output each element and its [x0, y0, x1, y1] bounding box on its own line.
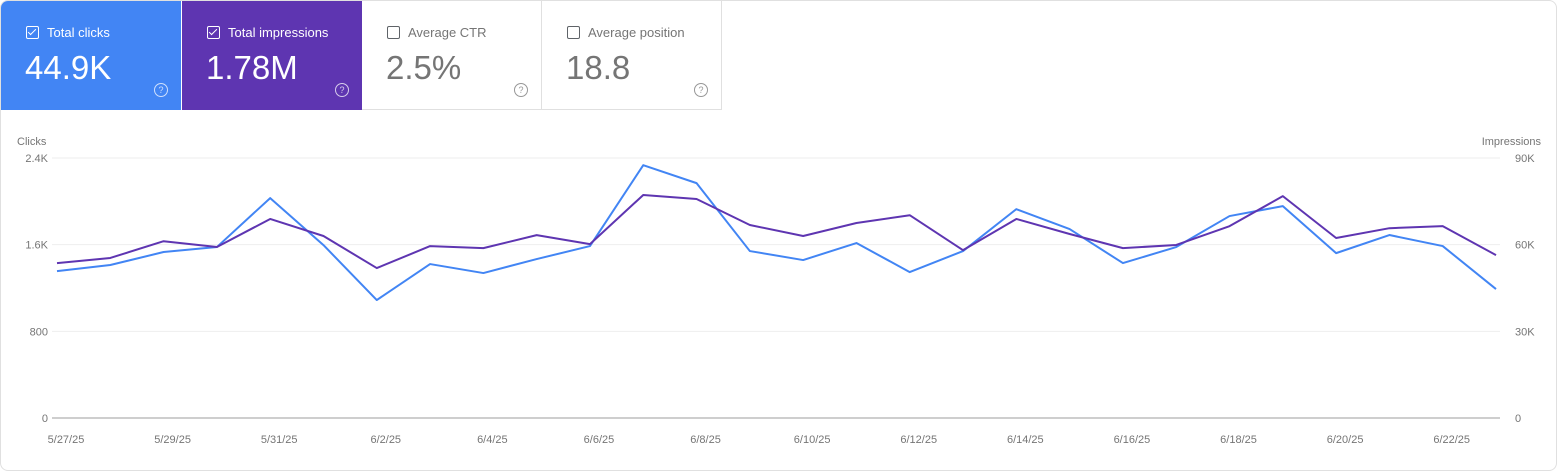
- metric-card-total-impressions[interactable]: Total impressions 1.78M ?: [182, 1, 362, 110]
- y-right-tick-label: 0: [1515, 413, 1521, 425]
- help-icon[interactable]: ?: [694, 83, 708, 97]
- x-tick-label: 5/27/25: [48, 434, 85, 446]
- y-right-tick-label: 60K: [1515, 240, 1535, 252]
- y-left-tick-label: 0: [42, 413, 48, 425]
- metric-label-text: Average position: [588, 25, 685, 40]
- help-icon[interactable]: ?: [514, 83, 528, 97]
- metric-value: 18.8: [566, 49, 631, 86]
- x-tick-label: 6/16/25: [1114, 434, 1151, 446]
- metric-label-text: Total clicks: [47, 25, 110, 40]
- metric-label-text: Total impressions: [228, 25, 329, 40]
- x-tick-label: 6/12/25: [900, 434, 937, 446]
- y-left-tick-label: 1.6K: [25, 240, 48, 252]
- metric-value: 44.9K: [25, 49, 112, 86]
- x-tick-label: 6/20/25: [1327, 434, 1364, 446]
- series-line-clicks: [56, 164, 1497, 302]
- x-tick-label: 6/4/25: [477, 434, 508, 446]
- y-left-tick-label: 2.4K: [25, 153, 48, 165]
- metric-label: Total impressions: [207, 25, 328, 40]
- metric-label: Total clicks: [26, 25, 110, 40]
- metric-value: 1.78M: [206, 49, 298, 86]
- help-icon[interactable]: ?: [154, 83, 168, 97]
- metric-label: Average CTR: [387, 25, 487, 40]
- help-icon[interactable]: ?: [335, 83, 349, 97]
- series-line-impressions: [56, 193, 1497, 270]
- checkbox-unchecked-icon[interactable]: [387, 26, 400, 39]
- x-tick-label: 6/6/25: [584, 434, 615, 446]
- checkbox-checked-icon[interactable]: [207, 26, 220, 39]
- checkbox-checked-icon[interactable]: [26, 26, 39, 39]
- x-tick-label: 6/22/25: [1433, 434, 1470, 446]
- x-tick-label: 6/8/25: [690, 434, 721, 446]
- metric-label: Average position: [567, 25, 685, 40]
- y-left-tick-label: 800: [30, 326, 48, 338]
- x-tick-label: 6/14/25: [1007, 434, 1044, 446]
- metric-label-text: Average CTR: [408, 25, 487, 40]
- x-tick-label: 6/2/25: [370, 434, 401, 446]
- metric-card-average-ctr[interactable]: Average CTR 2.5% ?: [362, 1, 542, 110]
- x-tick-label: 5/31/25: [261, 434, 298, 446]
- metric-value: 2.5%: [386, 49, 462, 86]
- y-right-tick-label: 30K: [1515, 326, 1535, 338]
- y-left-axis-label: Clicks: [17, 136, 47, 148]
- y-right-axis-label: Impressions: [1482, 136, 1542, 148]
- y-right-tick-label: 90K: [1515, 153, 1535, 165]
- metric-card-total-clicks[interactable]: Total clicks 44.9K ?: [1, 1, 181, 110]
- checkbox-unchecked-icon[interactable]: [567, 26, 580, 39]
- x-tick-label: 5/29/25: [154, 434, 191, 446]
- x-tick-label: 6/18/25: [1220, 434, 1257, 446]
- x-tick-label: 6/10/25: [794, 434, 831, 446]
- metric-card-average-position[interactable]: Average position 18.8 ?: [542, 1, 722, 110]
